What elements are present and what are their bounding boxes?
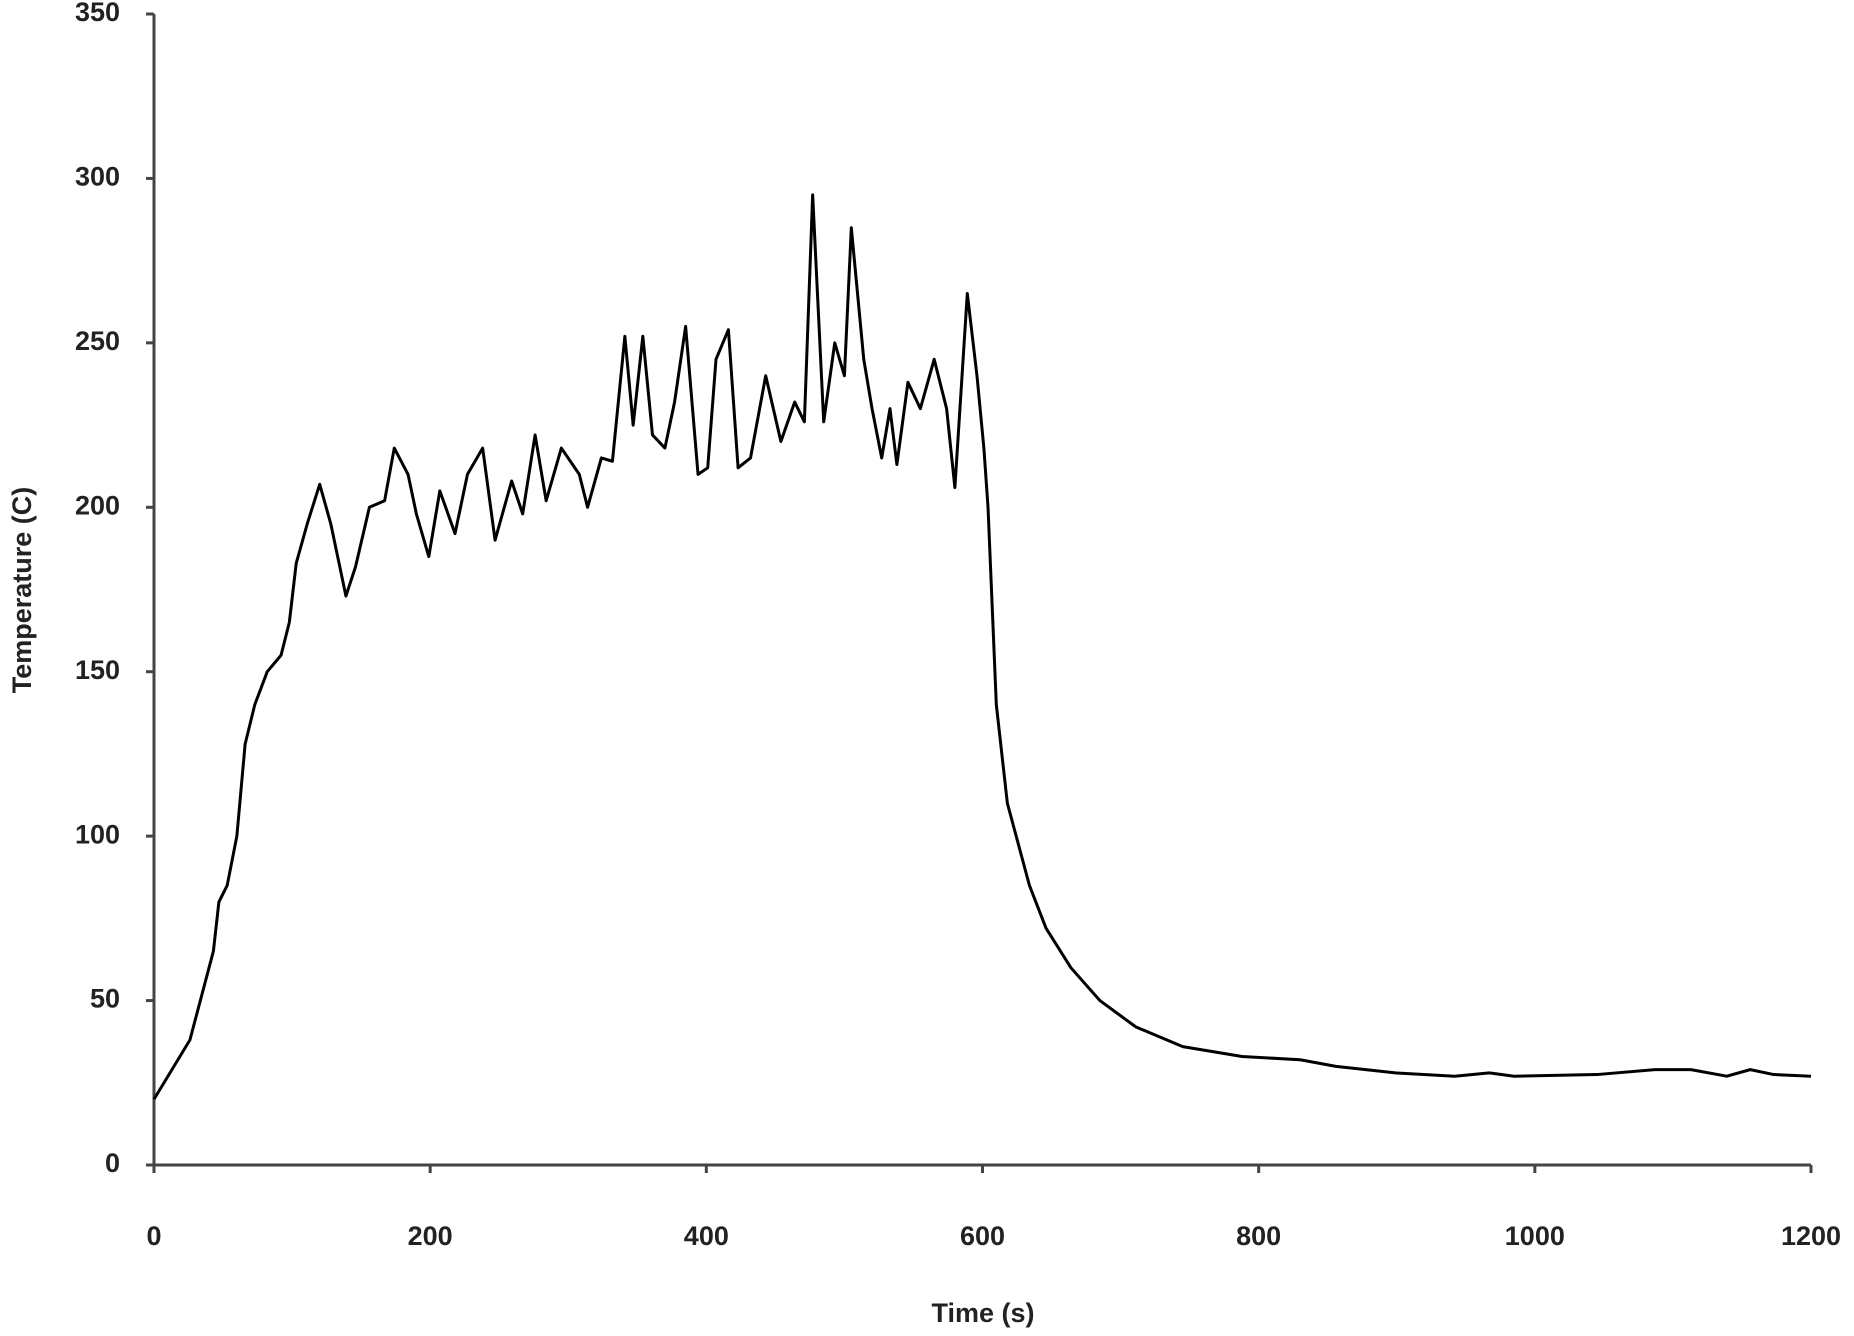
x-tick-label: 1200 — [1781, 1221, 1841, 1251]
data-line — [152, 193, 1812, 1101]
y-tick-label: 200 — [75, 490, 120, 520]
x-tick-label: 200 — [408, 1221, 453, 1251]
x-tick-label: 0 — [146, 1221, 161, 1251]
y-tick-label: 350 — [75, 0, 120, 27]
x-tick-label: 800 — [1236, 1221, 1281, 1251]
y-tick-label: 100 — [75, 819, 120, 849]
y-axis-title: Temperature (C) — [7, 487, 37, 694]
y-tick-label: 0 — [105, 1148, 120, 1178]
x-tick-label: 600 — [960, 1221, 1005, 1251]
y-tick-label: 150 — [75, 655, 120, 685]
y-tick-label: 50 — [90, 984, 120, 1014]
y-tick-label: 300 — [75, 162, 120, 192]
y-tick-label: 250 — [75, 326, 120, 356]
x-axis-title: Time (s) — [931, 1298, 1034, 1328]
x-tick-label: 400 — [684, 1221, 729, 1251]
x-tick-label: 1000 — [1505, 1221, 1565, 1251]
